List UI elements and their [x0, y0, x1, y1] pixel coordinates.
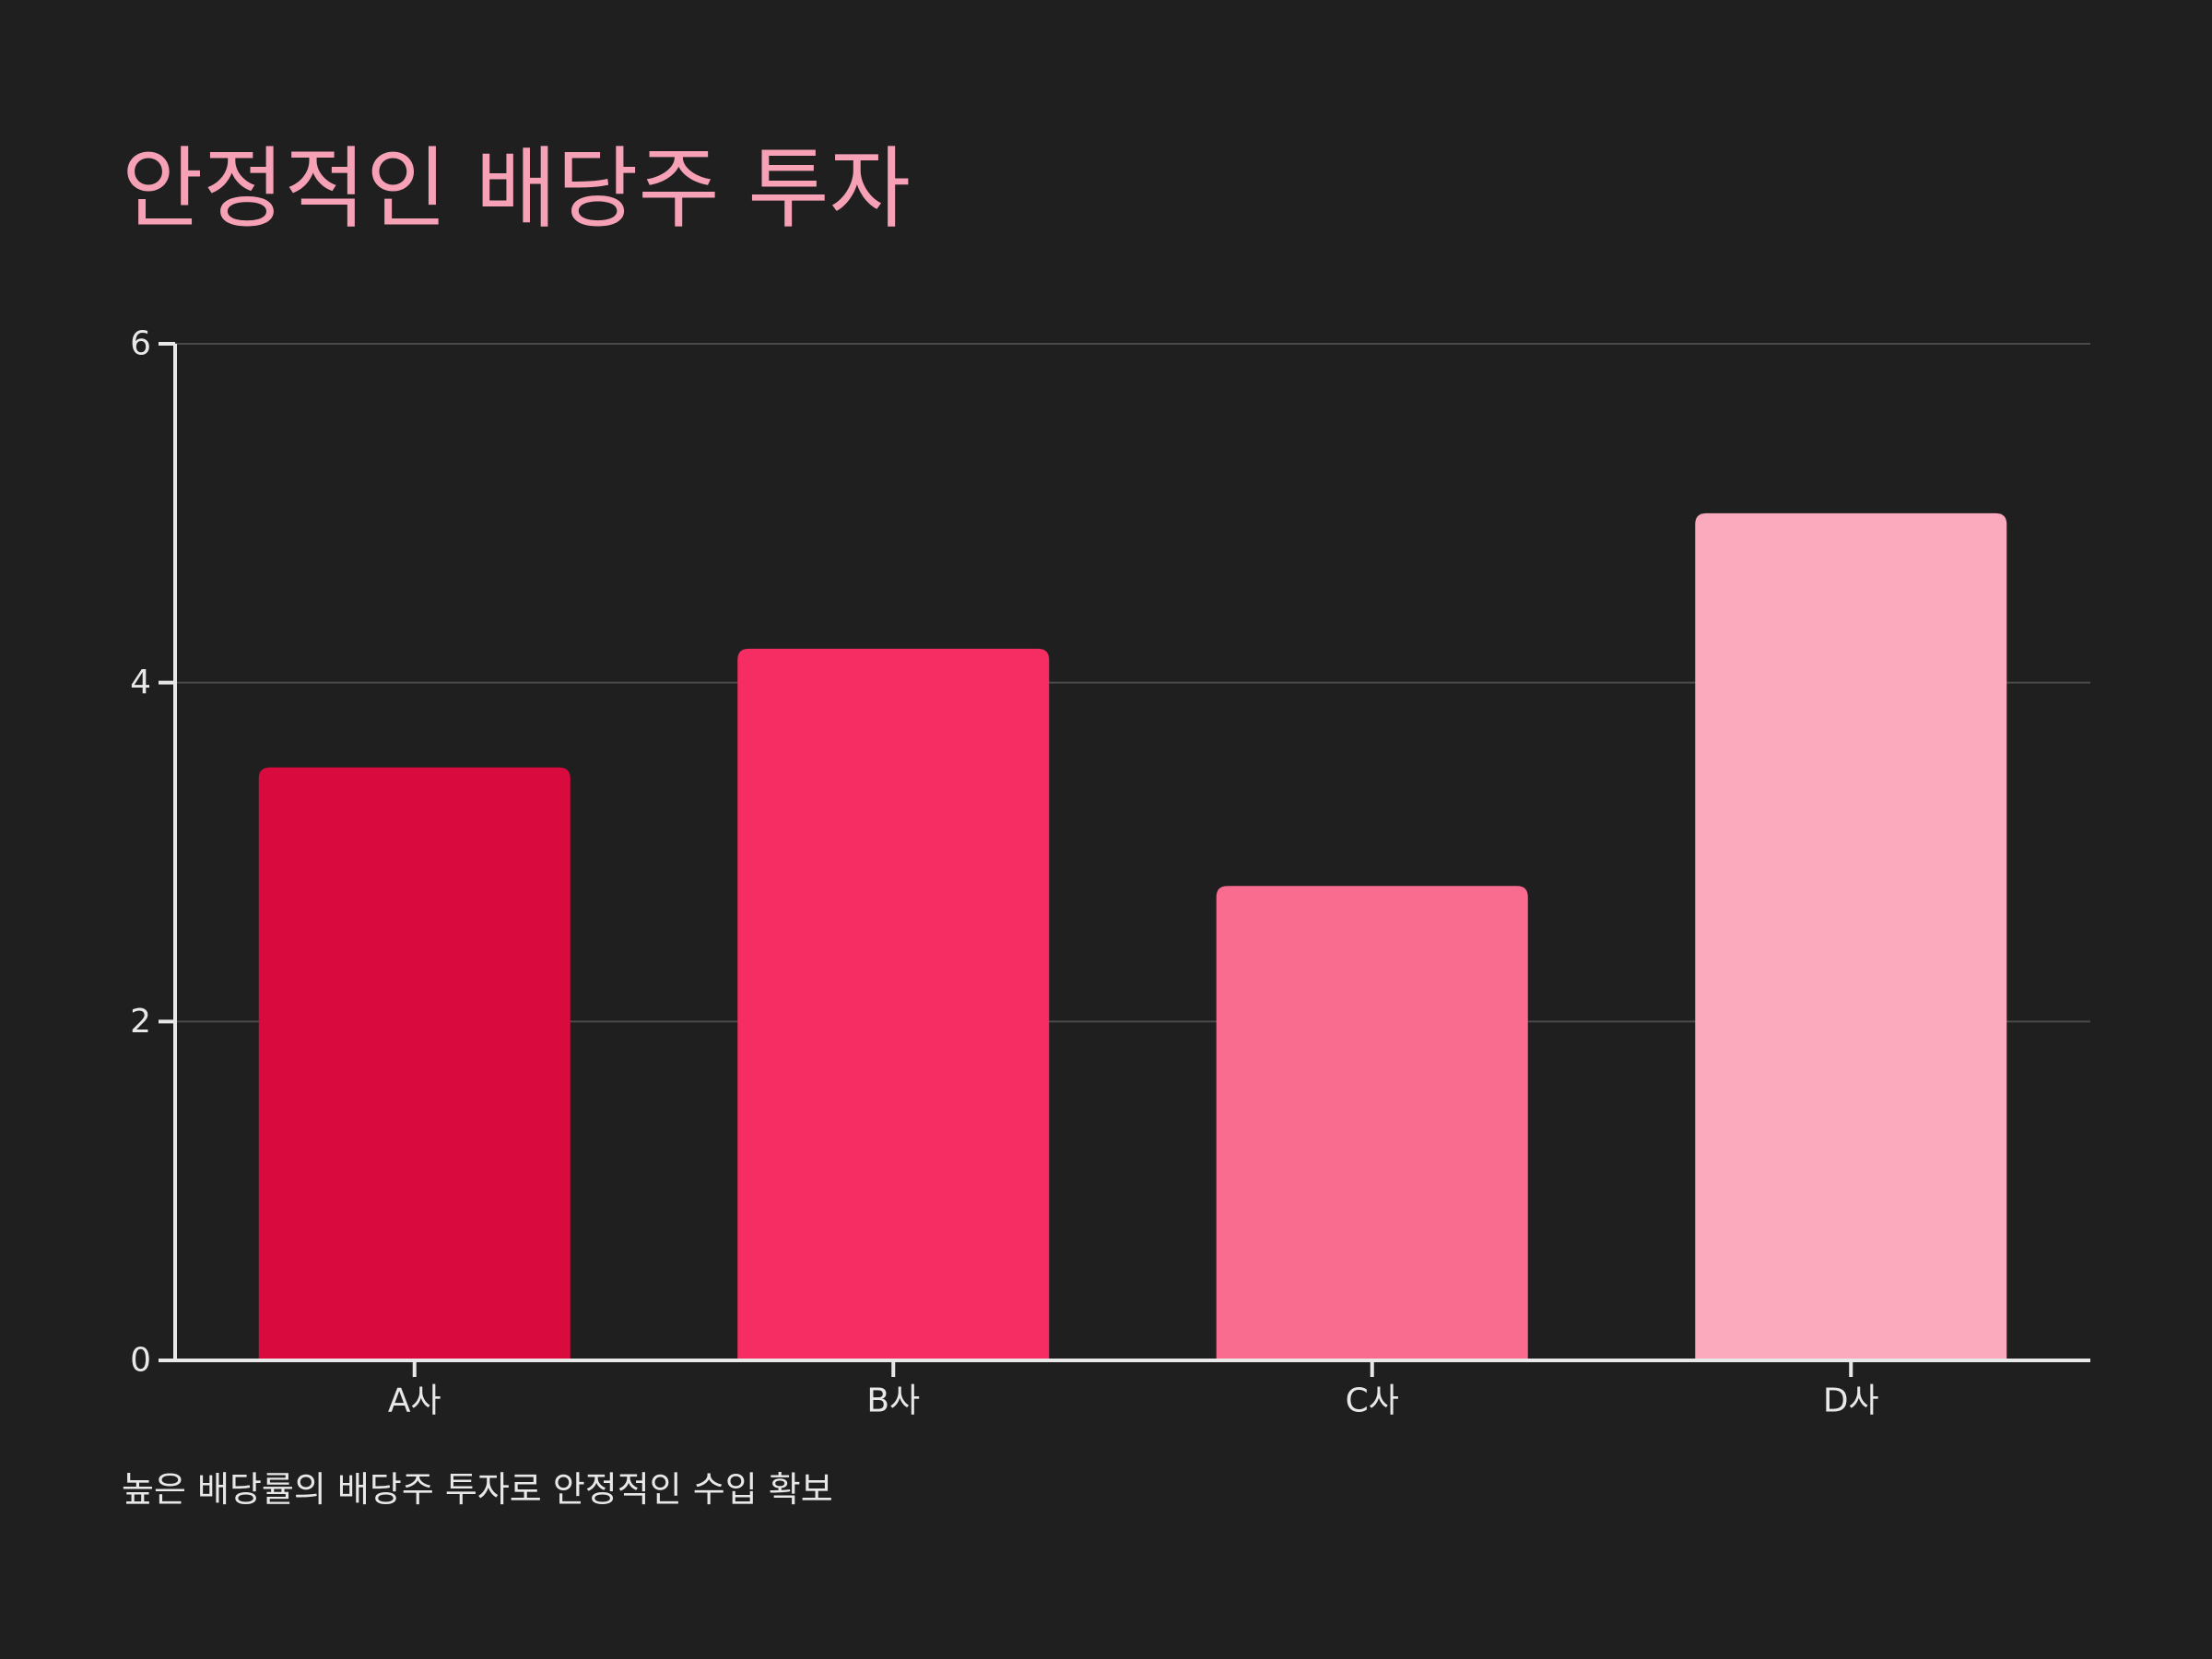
- y-ticks: 0 2 4 6: [130, 325, 175, 1380]
- bar-1: [258, 767, 571, 1360]
- x-tick-label: B사: [866, 1382, 920, 1420]
- y-tick-label: 2: [130, 1003, 151, 1041]
- x-tick-label: D사: [1823, 1382, 1879, 1420]
- axes: [173, 344, 2090, 1362]
- bar-3: [1216, 886, 1528, 1360]
- bar-4: [1695, 512, 2007, 1360]
- y-tick-label: 0: [130, 1342, 151, 1380]
- bars: [258, 512, 2007, 1360]
- x-ticks: A사 B사 C사 D사: [388, 1360, 1879, 1420]
- chart-caption: 높은 배당률의 배당주 투자로 안정적인 수입 확보: [122, 1469, 833, 1510]
- x-tick-label: C사: [1346, 1382, 1399, 1420]
- chart-title: 안정적인 배당주 투자: [122, 137, 911, 241]
- y-tick-label: 6: [130, 325, 151, 363]
- bar-2: [737, 648, 1050, 1360]
- x-tick-label: A사: [388, 1382, 441, 1420]
- y-tick-label: 4: [130, 664, 151, 701]
